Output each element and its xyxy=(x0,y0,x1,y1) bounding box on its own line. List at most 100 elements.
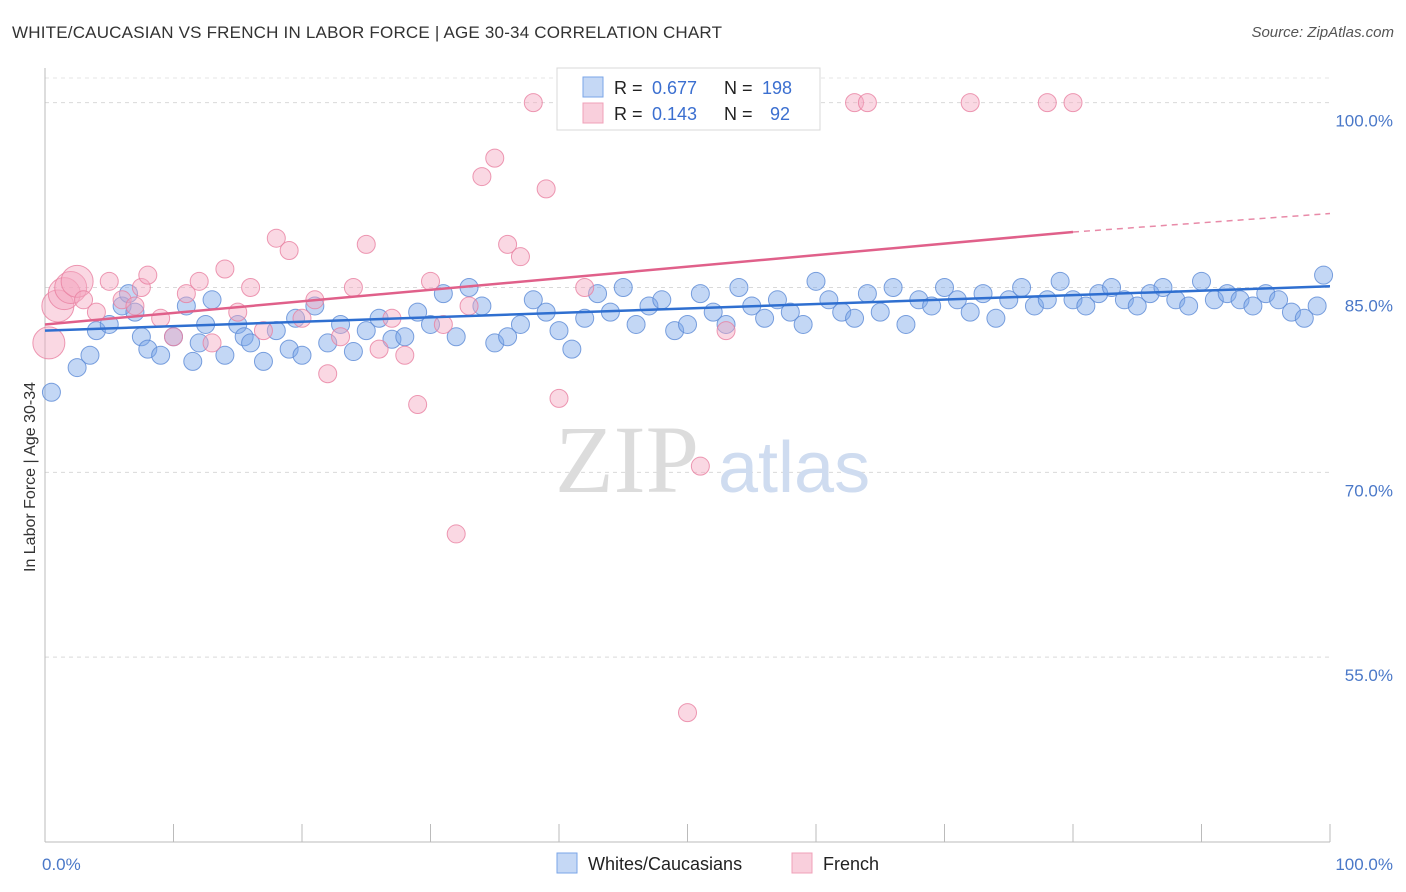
data-point xyxy=(1037,93,1057,113)
data-point xyxy=(1192,271,1211,291)
data-point xyxy=(523,290,543,310)
data-point xyxy=(1281,302,1301,322)
data-point xyxy=(279,241,299,261)
data-point xyxy=(536,179,556,199)
data-point xyxy=(575,308,595,328)
data-point xyxy=(356,321,376,341)
data-point xyxy=(1102,277,1122,297)
data-point xyxy=(1012,277,1032,297)
bottom-legend-swatch-blue xyxy=(556,852,578,874)
data-point xyxy=(613,277,633,297)
legend-n-label-pink: N = xyxy=(724,104,753,124)
data-point xyxy=(510,314,530,334)
data-point xyxy=(960,93,980,113)
data-point xyxy=(86,302,106,322)
data-point xyxy=(588,284,608,304)
data-point xyxy=(1114,290,1134,310)
data-point xyxy=(845,308,865,328)
data-point xyxy=(60,264,94,298)
data-point xyxy=(755,308,775,328)
data-point xyxy=(883,277,903,297)
legend-n-label-blue: N = xyxy=(724,78,753,98)
data-point xyxy=(1294,308,1314,328)
data-point xyxy=(343,277,363,297)
data-point xyxy=(678,314,697,334)
data-point xyxy=(99,271,119,291)
y-tick-label: 55.0% xyxy=(1345,666,1393,685)
data-point xyxy=(870,302,890,322)
data-point xyxy=(973,284,993,304)
data-point xyxy=(202,333,222,353)
trend-line-whites xyxy=(44,285,1331,332)
data-point xyxy=(369,339,389,359)
data-point xyxy=(510,247,530,267)
data-point xyxy=(549,388,569,408)
series-whites-points xyxy=(41,265,1334,402)
bottom-legend-swatch-pink xyxy=(791,852,813,874)
data-point xyxy=(189,271,209,291)
data-point xyxy=(498,234,518,254)
data-point xyxy=(151,345,171,365)
data-point xyxy=(729,277,749,297)
data-point xyxy=(498,327,518,347)
data-point xyxy=(318,333,338,353)
data-point xyxy=(446,524,466,544)
y-tick-label: 85.0% xyxy=(1345,296,1393,315)
data-point xyxy=(626,314,646,334)
data-point xyxy=(652,290,672,310)
trend-line-french xyxy=(44,230,1074,326)
data-point xyxy=(331,327,351,347)
series-french-points xyxy=(32,93,1083,723)
data-point xyxy=(47,277,81,311)
data-point xyxy=(716,321,736,341)
watermark: ZIP atlas xyxy=(555,406,870,513)
bottom-legend: Whites/Caucasians French xyxy=(556,852,879,874)
data-point xyxy=(183,351,203,371)
legend-r-label-blue: R = xyxy=(614,78,643,98)
data-point xyxy=(523,93,543,113)
data-point xyxy=(215,259,235,279)
data-point xyxy=(356,234,376,254)
trend-lines xyxy=(44,212,1331,332)
axes xyxy=(44,68,1331,843)
data-point xyxy=(485,148,505,168)
data-point xyxy=(1037,290,1057,310)
data-point xyxy=(138,339,158,359)
data-point xyxy=(408,395,428,415)
grid-lines xyxy=(45,77,1330,658)
data-point xyxy=(575,277,595,297)
data-point xyxy=(716,314,736,334)
data-point xyxy=(1243,296,1263,316)
data-point xyxy=(395,345,415,365)
data-point xyxy=(1307,296,1327,316)
data-point xyxy=(41,382,61,402)
y-tick-label: 70.0% xyxy=(1345,481,1393,500)
legend-n-value-pink: 92 xyxy=(770,104,790,124)
data-point xyxy=(318,364,338,384)
data-point xyxy=(690,456,710,476)
data-point xyxy=(549,321,569,341)
data-point xyxy=(131,277,151,297)
watermark-atlas: atlas xyxy=(718,428,870,508)
legend-swatch-blue xyxy=(582,76,604,98)
data-point xyxy=(446,327,466,347)
data-point xyxy=(857,284,877,304)
y-tick-label: 100.0% xyxy=(1335,112,1393,131)
x-tick-labels: 0.0% 100.0% xyxy=(42,855,1393,874)
data-point xyxy=(922,296,942,316)
data-point xyxy=(279,339,299,359)
data-point xyxy=(433,314,453,334)
data-point xyxy=(253,321,273,341)
data-point xyxy=(459,296,479,316)
data-point xyxy=(164,327,183,347)
data-point xyxy=(896,314,916,334)
data-point xyxy=(32,326,66,360)
data-point xyxy=(935,277,954,297)
x-tick-label: 100.0% xyxy=(1335,855,1393,874)
legend-r-label-pink: R = xyxy=(614,104,643,124)
data-point xyxy=(266,228,286,248)
data-point xyxy=(999,290,1019,310)
data-point xyxy=(1050,271,1070,291)
data-point xyxy=(806,271,826,291)
data-point xyxy=(780,302,800,322)
